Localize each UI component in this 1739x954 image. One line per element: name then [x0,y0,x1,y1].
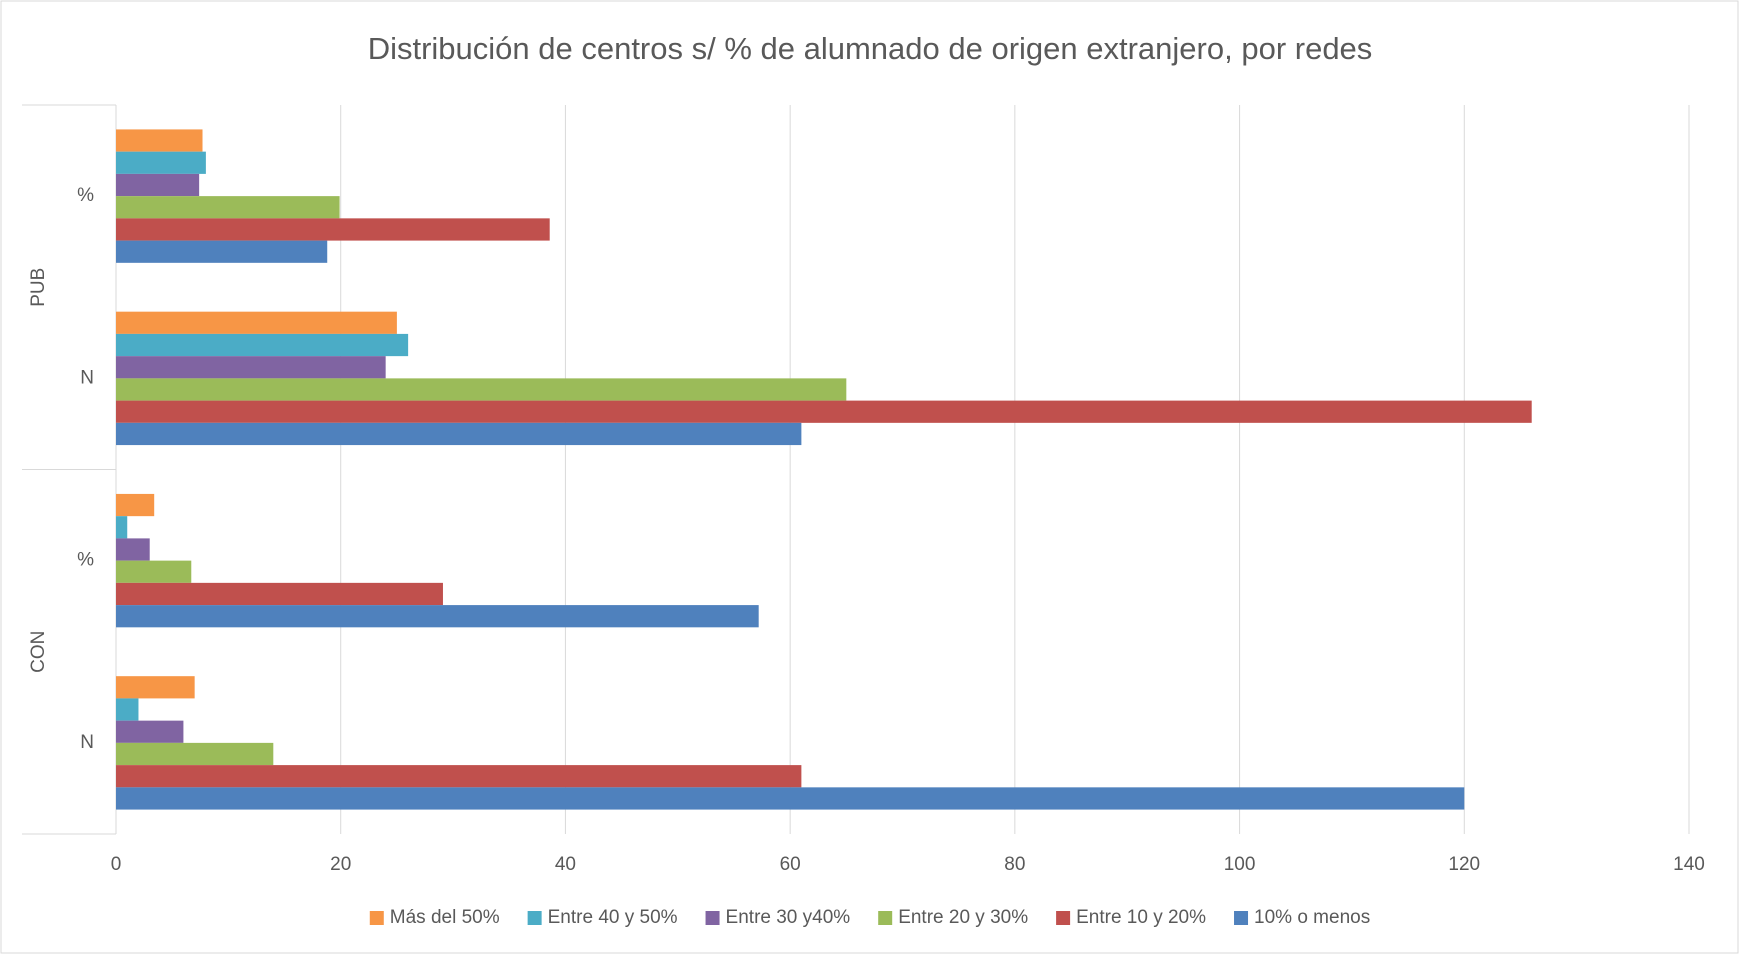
x-tick-label: 0 [111,854,122,875]
bar [116,605,759,628]
bar [116,378,847,401]
x-tick-label: 140 [1673,854,1705,875]
legend-swatch [369,911,384,925]
y-tick-label: N [80,367,94,388]
y-tick-label: N [80,732,94,753]
x-tick-label: 60 [780,854,801,875]
bar [116,311,397,334]
legend-label: Entre 40 y 50% [548,907,678,928]
x-tick-label: 120 [1448,854,1480,875]
x-tick-label: 20 [330,854,351,875]
bar [116,129,203,152]
bar [116,333,409,357]
legend-swatch [878,911,893,925]
bar [116,516,128,539]
y-tick-label: % [77,550,94,571]
bar [116,582,443,606]
group-label: PUB [28,268,49,307]
bar [116,493,155,517]
bar [116,356,386,379]
bar [116,422,802,446]
group-label: CON [28,631,49,673]
legend-label: Entre 10 y 20% [1076,907,1206,928]
legend-label: Entre 20 y 30% [898,907,1028,928]
bar [116,742,274,766]
bar [116,720,184,743]
bar [116,676,195,699]
bar [116,240,328,263]
x-tick-label: 40 [555,854,576,875]
bar [116,173,200,197]
legend-label: Entre 30 y40% [726,907,851,928]
bar [116,218,550,241]
bar [116,400,1532,423]
bar [116,698,139,721]
x-tick-label: 80 [1004,854,1025,875]
bar [116,560,192,583]
x-tick-label: 100 [1224,854,1256,875]
legend-label: 10% o menos [1254,907,1370,928]
bar [116,151,206,174]
bar [116,196,340,219]
legend-swatch [527,911,542,925]
bar [116,538,150,561]
legend-label: Más del 50% [390,907,500,928]
legend-swatch [1056,911,1071,925]
bar [116,787,1465,810]
legend-swatch [705,911,720,925]
legend-swatch [1234,911,1249,925]
chart-title: Distribución de centros s/ % de alumnado… [368,31,1373,66]
bar [116,765,802,788]
y-tick-label: % [77,185,94,206]
